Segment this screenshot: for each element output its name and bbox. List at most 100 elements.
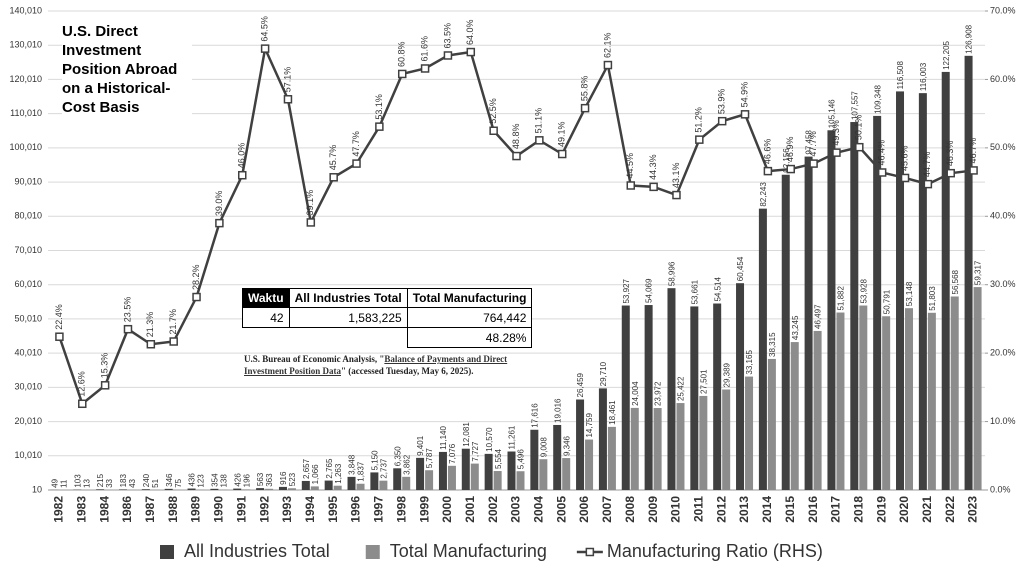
line-marker — [763, 166, 773, 176]
line-value-label: 28.2% — [191, 265, 201, 291]
bar-value-label: 43 — [128, 478, 137, 487]
bar-value-label: 122,205 — [942, 40, 951, 69]
bar — [941, 71, 950, 491]
bar-value-label: 2,737 — [379, 458, 388, 479]
bar — [653, 408, 662, 490]
bar — [516, 471, 525, 490]
bar-value-label: 49 — [51, 478, 60, 487]
bar-value-label: 5,787 — [425, 448, 434, 469]
line-marker — [329, 173, 338, 182]
y-tick-label: 60,010 — [14, 279, 42, 289]
x-tick-label: 2019 — [874, 496, 888, 523]
line-value-label: 46.6% — [762, 139, 772, 165]
line-value-label: 54.9% — [739, 82, 749, 108]
bar — [507, 451, 516, 490]
line-marker — [786, 164, 795, 174]
line-marker — [535, 136, 544, 145]
bar-value-label: 196 — [242, 473, 251, 487]
legend-swatch — [585, 547, 595, 557]
bar-value-label: 13 — [82, 479, 91, 488]
bar — [758, 208, 767, 490]
line-marker — [306, 218, 316, 227]
bar — [484, 453, 493, 490]
bar — [356, 483, 365, 490]
bar-value-label: 1,263 — [334, 463, 343, 484]
line-marker — [672, 190, 681, 200]
line-marker — [375, 122, 384, 131]
line-value-label: 22.4% — [54, 304, 64, 330]
bar — [836, 312, 845, 490]
line-value-label: 46.9% — [785, 137, 795, 163]
bar-value-label: 9,008 — [539, 437, 548, 458]
legend-label: Manufacturing Ratio (RHS) — [607, 541, 823, 561]
bar-value-label: 1,066 — [311, 464, 320, 485]
bar — [585, 439, 594, 490]
bar — [470, 463, 479, 490]
legend-label: Total Manufacturing — [390, 541, 547, 561]
y-tick-label: 20,010 — [14, 416, 42, 426]
bar — [813, 330, 822, 490]
bar-value-label: 97,458 — [805, 130, 814, 155]
bar-value-label: 7,727 — [471, 441, 480, 462]
bar-value-label: 53,928 — [859, 279, 868, 304]
line-marker — [900, 173, 910, 183]
line-marker — [603, 60, 613, 70]
bar — [242, 489, 251, 490]
bar-value-label: 11,261 — [508, 425, 517, 449]
bar-value-label: 53,148 — [905, 281, 914, 306]
bar-value-label: 25,422 — [677, 376, 686, 401]
bar — [301, 480, 310, 490]
line-marker — [855, 142, 864, 152]
bar — [393, 468, 402, 490]
y-tick-label: 50,010 — [14, 313, 42, 323]
bar-value-label: 916 — [279, 471, 288, 485]
line-value-label: 64.5% — [259, 16, 269, 42]
line-marker — [215, 218, 224, 228]
x-tick-label: 2012 — [714, 496, 728, 523]
bar — [804, 156, 813, 490]
bar-value-label: 14,759 — [585, 413, 594, 438]
bar — [598, 388, 607, 490]
bar-value-label: 46,497 — [814, 304, 823, 329]
bar-value-label: 9,346 — [562, 435, 571, 456]
y-tick-label: 40,010 — [14, 348, 42, 358]
bar — [278, 486, 287, 490]
bar-value-label: 54,514 — [713, 276, 722, 301]
line-marker — [512, 151, 521, 161]
bar — [210, 488, 219, 490]
x-tick-label: 1984 — [97, 496, 111, 523]
bar-value-label: 29,710 — [599, 361, 608, 386]
bar — [607, 426, 616, 490]
table-header: Waktu — [242, 288, 290, 308]
x-tick-label: 1982 — [52, 496, 66, 523]
y-tick-label: 70,010 — [14, 245, 42, 255]
line-value-label: 46.3% — [945, 141, 955, 167]
bar-value-label: 346 — [165, 473, 174, 487]
table-header: All Industries Total — [288, 288, 408, 308]
bar-value-label: 75 — [174, 478, 183, 487]
bar-value-label: 27,501 — [699, 369, 708, 394]
y2-tick-label: 60.0% — [990, 74, 1016, 84]
x-tick-label: 1989 — [189, 496, 203, 523]
bar — [950, 296, 959, 490]
bar-value-label: 26,459 — [576, 372, 585, 397]
bar-value-label: 523 — [288, 472, 297, 486]
bar-value-label: 11,140 — [439, 425, 448, 449]
table-cell: 42 — [242, 307, 290, 328]
line-marker — [55, 332, 64, 341]
bar — [896, 91, 905, 491]
bar — [699, 395, 708, 490]
x-tick-label: 1988 — [166, 496, 180, 523]
bar-value-label: 6,350 — [393, 446, 402, 467]
y2-tick-label: 50.0% — [990, 142, 1016, 152]
source-link[interactable]: Balance of Payments and Direct Investmen… — [244, 354, 508, 376]
line-value-label: 51.2% — [694, 107, 704, 133]
line-value-label: 53.1% — [374, 94, 384, 120]
bar — [964, 55, 973, 491]
line-value-label: 48.8% — [511, 124, 521, 150]
line-marker — [626, 181, 636, 190]
bar — [347, 476, 356, 490]
y2-tick-label: 10.0% — [990, 416, 1016, 426]
bar-value-label: 17,616 — [530, 403, 539, 428]
